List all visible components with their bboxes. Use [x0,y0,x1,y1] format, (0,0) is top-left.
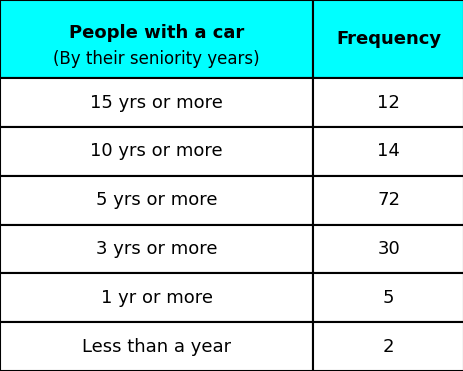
Text: 5: 5 [382,289,394,307]
Bar [313,78,463,127]
Bar [313,176,463,224]
Text: 15 yrs or more: 15 yrs or more [90,93,223,112]
Text: Less than a year: Less than a year [82,338,231,355]
Bar [313,0,463,78]
Bar [0,127,313,176]
Text: 3 yrs or more: 3 yrs or more [96,240,217,258]
Bar [0,273,313,322]
Bar [313,322,463,371]
Bar [313,127,463,176]
Text: People with a car: People with a car [69,24,244,42]
Text: 2: 2 [382,338,394,355]
Text: 14: 14 [376,142,399,160]
Bar [313,273,463,322]
Text: 10 yrs or more: 10 yrs or more [90,142,222,160]
Text: (By their seniority years): (By their seniority years) [53,50,259,68]
Text: 12: 12 [376,93,399,112]
Bar [0,0,313,78]
Bar [0,176,313,224]
Bar [0,322,313,371]
Bar [0,224,313,273]
Text: 30: 30 [376,240,399,258]
Text: Frequency: Frequency [335,30,440,48]
Text: 1 yr or more: 1 yr or more [100,289,212,307]
Text: 5 yrs or more: 5 yrs or more [96,191,217,209]
Text: 72: 72 [376,191,399,209]
Bar [313,224,463,273]
Bar [0,78,313,127]
